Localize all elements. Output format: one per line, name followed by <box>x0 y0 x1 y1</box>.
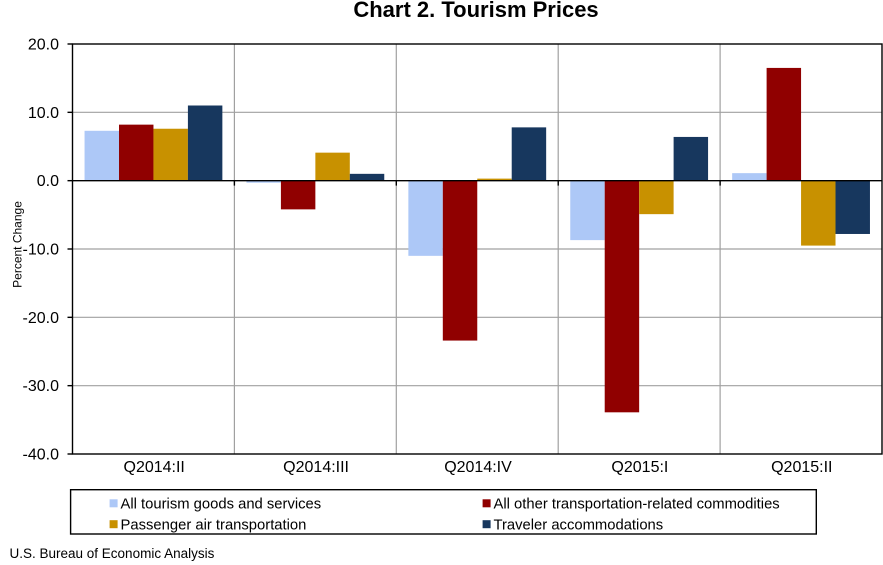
svg-text:10.0: 10.0 <box>28 105 59 122</box>
svg-text:Chart 2. Tourism Prices: Chart 2. Tourism Prices <box>353 0 598 22</box>
svg-text:-20.0: -20.0 <box>23 310 60 327</box>
svg-text:U.S. Bureau of Economic Analys: U.S. Bureau of Economic Analysis <box>10 546 215 561</box>
svg-text:-10.0: -10.0 <box>23 242 60 259</box>
svg-text:Q2015:I: Q2015:I <box>611 459 668 476</box>
svg-text:20.0: 20.0 <box>28 37 59 54</box>
svg-text:Q2014:II: Q2014:II <box>124 459 185 476</box>
svg-text:Passenger air transportation: Passenger air transportation <box>121 517 307 533</box>
svg-text:-40.0: -40.0 <box>23 447 60 464</box>
svg-text:Q2014:III: Q2014:III <box>283 459 349 476</box>
svg-text:Q2014:IV: Q2014:IV <box>444 459 512 476</box>
svg-text:Percent Change: Percent Change <box>11 201 25 288</box>
svg-text:All tourism goods and services: All tourism goods and services <box>121 497 322 513</box>
svg-text:Traveler accommodations: Traveler accommodations <box>494 517 664 533</box>
svg-text:All other transportation-relat: All other transportation-related commodi… <box>494 497 780 513</box>
svg-text:-30.0: -30.0 <box>23 378 60 395</box>
svg-text:0.0: 0.0 <box>37 173 59 190</box>
svg-text:Q2015:II: Q2015:II <box>771 459 832 476</box>
